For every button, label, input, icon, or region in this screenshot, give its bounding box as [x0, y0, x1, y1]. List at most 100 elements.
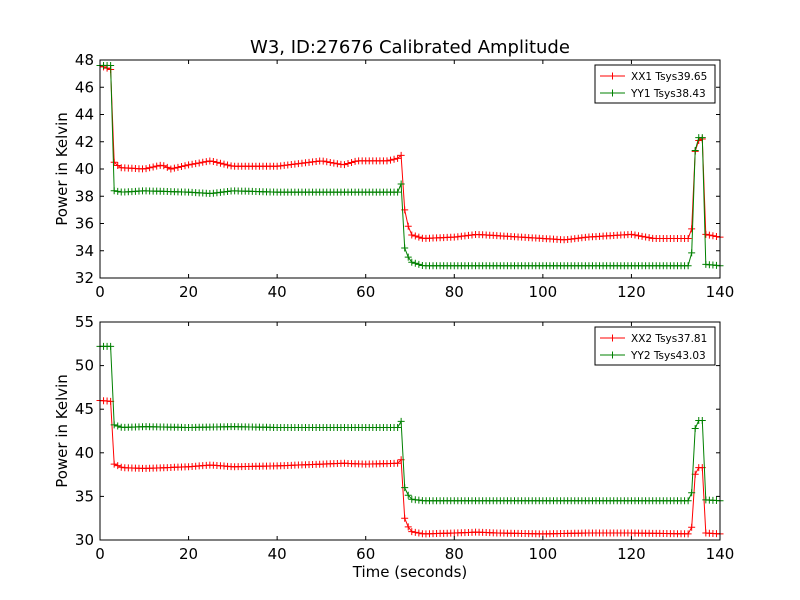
x-tick-label: 100: [529, 545, 558, 563]
plus-marker: [188, 160, 196, 168]
plus-marker: [688, 249, 696, 257]
plus-marker: [415, 260, 423, 268]
x-tick-label: 40: [268, 283, 287, 301]
plus-marker: [408, 528, 416, 536]
plus-marker: [110, 187, 118, 195]
legend-swatch-marker: [609, 89, 616, 97]
series-markers: [96, 61, 724, 270]
x-tick-label: 0: [95, 283, 105, 301]
series-markers: [96, 342, 724, 505]
legend-swatch-marker: [609, 334, 616, 342]
x-tick-label: 20: [179, 545, 198, 563]
plus-marker: [344, 160, 352, 168]
plus-marker: [114, 422, 122, 430]
plus-marker: [684, 497, 692, 505]
legend-box: [594, 326, 716, 366]
plus-marker: [684, 530, 692, 538]
plus-marker: [146, 164, 154, 172]
plus-marker: [110, 460, 118, 468]
plus-marker: [107, 61, 115, 69]
plus-marker: [684, 262, 692, 270]
x-tick-label: 140: [706, 283, 735, 301]
x-tick-label: 140: [706, 545, 735, 563]
y-tick-label: 48: [75, 51, 94, 69]
plus-marker: [202, 158, 210, 166]
plus-marker: [333, 160, 341, 168]
plus-marker: [401, 484, 409, 492]
plus-marker: [160, 162, 168, 170]
y-tick-label: 34: [75, 242, 94, 260]
x-tick-label: 40: [268, 545, 287, 563]
plus-marker: [627, 230, 635, 238]
plus-marker: [688, 225, 696, 233]
plot-frame: [99, 321, 721, 541]
chart-panel-2: 0 20 40 60 80 100 120 140 30 35 40 45 50 55 Power in K…: [53, 313, 734, 563]
series-2: [96, 342, 724, 505]
plus-marker: [216, 159, 224, 167]
plus-marker: [167, 165, 175, 173]
plus-marker: [404, 523, 412, 531]
y-tick-label: 50: [75, 357, 94, 375]
plus-marker: [401, 514, 409, 522]
y-tick-label: 40: [75, 160, 94, 178]
plus-marker: [390, 155, 398, 163]
series-markers: [96, 61, 724, 244]
plus-marker: [411, 232, 419, 240]
legend-label: XX1 Tsys39.65: [631, 71, 707, 83]
plus-marker: [397, 417, 405, 425]
plus-marker: [635, 232, 643, 240]
plus-marker: [209, 157, 217, 165]
plus-marker: [408, 258, 416, 266]
plus-marker: [645, 234, 653, 242]
chart-panel-1: 0 20 40 60 80 100 120 140 32 34 36 38 40 42 44 46 48 Powe…: [53, 51, 734, 301]
plus-marker: [698, 134, 706, 142]
plus-marker: [408, 231, 416, 239]
plus-marker: [705, 231, 713, 239]
plus-marker: [142, 165, 150, 173]
x-tick-label: 60: [356, 545, 375, 563]
plus-marker: [394, 154, 402, 162]
plus-marker: [351, 157, 359, 165]
x-tick-label: 120: [617, 545, 646, 563]
plus-marker: [177, 163, 185, 171]
legend-swatch-marker: [609, 72, 616, 80]
plus-marker: [107, 342, 115, 350]
series-2: [96, 61, 724, 270]
plus-marker: [213, 158, 221, 166]
plus-marker: [195, 159, 203, 167]
plus-marker: [394, 424, 402, 432]
plus-marker: [394, 188, 402, 196]
plus-marker: [688, 523, 696, 531]
plus-marker: [170, 164, 178, 172]
plus-marker: [638, 232, 646, 240]
plus-marker: [394, 459, 402, 467]
y-tick-label: 45: [75, 400, 94, 418]
plus-marker: [114, 162, 122, 170]
plus-marker: [631, 231, 639, 239]
x-tick-label: 60: [356, 283, 375, 301]
y-tick-label: 35: [75, 487, 94, 505]
y-tick-label: 36: [75, 215, 94, 233]
legend-label: YY2 Tsys43.03: [630, 350, 706, 362]
legend-swatch-marker: [609, 351, 616, 359]
x-tick-label: 0: [95, 545, 105, 563]
plus-marker: [684, 234, 692, 242]
plus-marker: [181, 162, 189, 170]
legend: XX1 Tsys39.65 YY1 Tsys38.43: [594, 64, 716, 104]
plus-marker: [411, 259, 419, 267]
plus-marker: [220, 160, 228, 168]
plus-marker: [712, 232, 720, 240]
plus-marker: [199, 158, 207, 166]
x-tick-label: 100: [529, 283, 558, 301]
plus-marker: [698, 417, 706, 425]
series-line: [100, 345, 721, 502]
series-1: [96, 396, 724, 538]
plus-marker: [174, 163, 182, 171]
chart-title: W3, ID:27676 Calibrated Amplitude: [250, 37, 570, 58]
plus-marker: [411, 528, 419, 536]
plus-marker: [330, 159, 338, 167]
plus-marker: [340, 161, 348, 169]
plus-marker: [326, 158, 334, 166]
axes-layer: 0 20 40 60 80 100 120 140 32 34 36 38 40 42 44 46 48 Powe…: [53, 51, 734, 563]
